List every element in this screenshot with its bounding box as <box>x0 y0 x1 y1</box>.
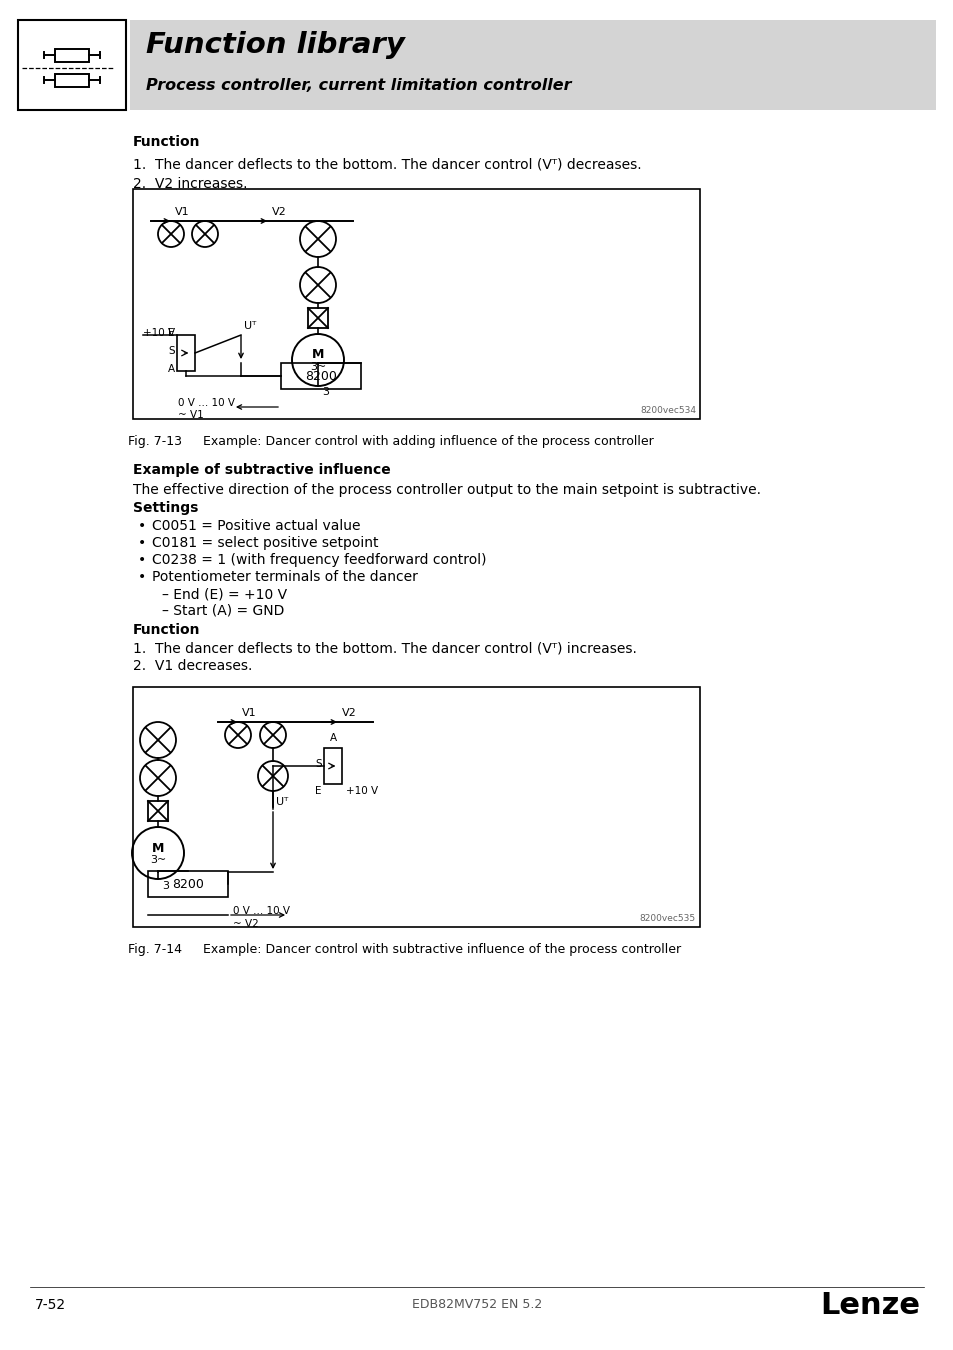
Text: S: S <box>168 346 174 356</box>
Text: S: S <box>315 759 322 769</box>
Text: 1.  The dancer deflects to the bottom. The dancer control (Vᵀ) increases.: 1. The dancer deflects to the bottom. Th… <box>132 641 637 655</box>
Text: M: M <box>152 841 164 855</box>
Text: +10 V: +10 V <box>346 786 377 796</box>
Text: V1: V1 <box>174 207 190 217</box>
Text: Process controller, current limitation controller: Process controller, current limitation c… <box>146 77 571 93</box>
Text: 8200: 8200 <box>305 370 336 382</box>
Bar <box>324 748 341 784</box>
Bar <box>55 73 89 86</box>
Text: Function: Function <box>132 622 200 637</box>
Text: EDB82MV752 EN 5.2: EDB82MV752 EN 5.2 <box>412 1299 541 1311</box>
Bar <box>55 49 89 62</box>
Text: Function: Function <box>132 135 200 148</box>
Bar <box>132 687 700 927</box>
Text: V1: V1 <box>242 707 256 718</box>
Text: 1.  The dancer deflects to the bottom. The dancer control (Vᵀ) decreases.: 1. The dancer deflects to the bottom. Th… <box>132 157 641 171</box>
Text: Uᵀ: Uᵀ <box>244 321 256 331</box>
Text: Example: Dancer control with subtractive influence of the process controller: Example: Dancer control with subtractive… <box>203 944 680 956</box>
Text: Lenze: Lenze <box>820 1291 919 1319</box>
Bar <box>308 308 328 328</box>
Text: Uᵀ: Uᵀ <box>275 796 288 807</box>
Text: 0 V ... 10 V: 0 V ... 10 V <box>178 398 234 408</box>
Text: •: • <box>138 518 146 533</box>
Text: 2.  V1 decreases.: 2. V1 decreases. <box>132 659 253 674</box>
Text: Function library: Function library <box>146 31 404 59</box>
Text: 0 V ... 10 V: 0 V ... 10 V <box>233 906 290 917</box>
Text: C0238 = 1 (with frequency feedforward control): C0238 = 1 (with frequency feedforward co… <box>152 554 486 567</box>
Text: 3~: 3~ <box>150 855 166 865</box>
Text: V2: V2 <box>341 707 356 718</box>
Bar <box>148 871 228 896</box>
Bar <box>132 189 700 418</box>
Text: •: • <box>138 536 146 549</box>
Text: A: A <box>329 733 336 743</box>
Text: 3: 3 <box>162 882 169 891</box>
Bar <box>281 363 360 389</box>
Text: C0051 = Positive actual value: C0051 = Positive actual value <box>152 518 360 533</box>
Text: 7-52: 7-52 <box>35 1297 66 1312</box>
Text: Example of subtractive influence: Example of subtractive influence <box>132 463 391 477</box>
Text: Example: Dancer control with adding influence of the process controller: Example: Dancer control with adding infl… <box>203 435 653 448</box>
Text: •: • <box>138 570 146 585</box>
Text: Fig. 7-14: Fig. 7-14 <box>128 944 182 956</box>
Text: A: A <box>168 364 174 374</box>
Text: 3~: 3~ <box>310 362 326 373</box>
Text: 8200vec534: 8200vec534 <box>639 406 696 414</box>
Text: E: E <box>169 328 174 338</box>
Text: 8200vec535: 8200vec535 <box>639 914 696 923</box>
Text: Fig. 7-13: Fig. 7-13 <box>128 435 182 448</box>
Text: C0181 = select positive setpoint: C0181 = select positive setpoint <box>152 536 378 549</box>
Text: – Start (A) = GND: – Start (A) = GND <box>162 603 284 617</box>
Text: +10 V: +10 V <box>143 328 175 338</box>
Text: – End (E) = +10 V: – End (E) = +10 V <box>162 587 287 601</box>
Text: E: E <box>315 786 322 796</box>
Bar <box>177 335 194 371</box>
Text: ~ V2: ~ V2 <box>233 919 258 929</box>
Text: ~ V1: ~ V1 <box>178 410 204 420</box>
Bar <box>130 20 935 109</box>
Text: Settings: Settings <box>132 501 198 514</box>
Text: •: • <box>138 554 146 567</box>
Text: The effective direction of the process controller output to the main setpoint is: The effective direction of the process c… <box>132 483 760 497</box>
Text: V2: V2 <box>272 207 287 217</box>
Bar <box>18 20 126 109</box>
Text: M: M <box>312 348 324 362</box>
Text: 8200: 8200 <box>172 878 204 891</box>
Text: 2.  V2 increases.: 2. V2 increases. <box>132 177 247 190</box>
Text: Potentiometer terminals of the dancer: Potentiometer terminals of the dancer <box>152 570 417 585</box>
Bar <box>148 801 168 821</box>
Text: 3: 3 <box>322 387 329 397</box>
